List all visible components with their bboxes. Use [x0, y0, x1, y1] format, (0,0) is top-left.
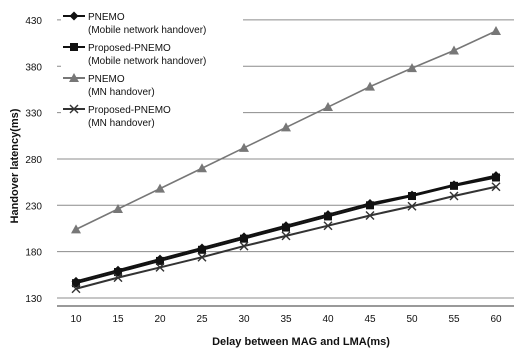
data-point [113, 273, 123, 283]
data-point [240, 234, 248, 243]
x-tick-label: 50 [406, 314, 418, 325]
data-point [323, 221, 333, 231]
data-point [281, 122, 291, 132]
y-tick-label: 230 [25, 201, 42, 212]
y-tick-label: 430 [25, 16, 42, 27]
data-point [72, 279, 80, 288]
legend-label-detail: (Mobile network handover) [88, 56, 206, 67]
data-point [407, 63, 417, 73]
legend-label-detail: (MN handover) [88, 87, 155, 98]
data-point [449, 191, 459, 201]
x-tick-label: 30 [238, 314, 250, 325]
legend-label-detail: (MN handover) [88, 118, 155, 129]
data-point [449, 45, 459, 55]
data-point [113, 204, 123, 214]
data-point [323, 102, 333, 112]
data-point [282, 223, 290, 232]
data-point [491, 26, 501, 36]
x-tick-label: 10 [70, 314, 82, 325]
data-point [365, 211, 375, 220]
x-tick-label: 25 [196, 314, 208, 325]
data-point [197, 163, 207, 173]
data-point [155, 183, 165, 193]
x-tick-label: 15 [112, 314, 124, 325]
legend-marker [69, 73, 79, 82]
legend-marker [69, 104, 79, 114]
legend-label: PNEMO [88, 74, 125, 85]
data-point [71, 224, 81, 234]
series-layer [71, 26, 501, 294]
y-tick-label: 380 [25, 62, 42, 73]
x-tick-label: 20 [154, 314, 166, 325]
x-tick-label: 35 [280, 314, 292, 325]
legend-marker [70, 43, 78, 51]
data-point [197, 252, 207, 262]
legend-item: PNEMO (MN handover) [63, 73, 155, 98]
data-point [198, 245, 206, 254]
data-point [239, 142, 249, 152]
data-point [71, 284, 81, 294]
data-point [407, 201, 417, 211]
data-point [491, 182, 501, 192]
legend-item: Proposed-PNEMO (MN handover) [63, 104, 171, 129]
data-point [408, 192, 416, 201]
legend-label: Proposed-PNEMO [88, 105, 171, 116]
legend-label-detail: (Mobile network handover) [88, 25, 206, 36]
y-axis-title: Handover latency(ms) [9, 108, 21, 223]
x-tick-label: 55 [448, 314, 460, 325]
y-tick-label: 280 [25, 155, 42, 166]
axis-layer: 130 180 230 280 330 380 430 10 15 20 25 30 35 40 45 50 5… [25, 16, 514, 325]
x-tick-label: 45 [364, 314, 376, 325]
y-tick-label: 180 [25, 248, 42, 259]
data-point [156, 256, 164, 265]
x-tick-label: 40 [322, 314, 334, 325]
y-tick-label: 330 [25, 109, 42, 120]
x-axis-title: Delay between MAG and LMA(ms) [212, 336, 390, 348]
legend-background [61, 6, 243, 134]
data-point [366, 201, 374, 210]
legend-label: Proposed-PNEMO [88, 43, 171, 54]
data-point [324, 212, 332, 221]
data-point [281, 231, 291, 241]
x-tick-label: 60 [490, 314, 502, 325]
legend-item: Proposed-PNEMO (Mobile network handover) [63, 43, 206, 67]
data-point [155, 262, 165, 272]
data-point [450, 181, 458, 190]
legend-item: PNEMO (Mobile network handover) [63, 11, 206, 36]
data-point [114, 268, 122, 277]
y-tick-label: 130 [25, 294, 42, 305]
legend-layer: PNEMO(Mobile network handover)Proposed-P… [61, 6, 243, 134]
legend-marker [69, 11, 79, 21]
data-point [492, 173, 500, 182]
data-point [365, 81, 375, 91]
data-point [239, 241, 249, 251]
legend-label: PNEMO [88, 12, 125, 23]
series-line [75, 185, 497, 290]
